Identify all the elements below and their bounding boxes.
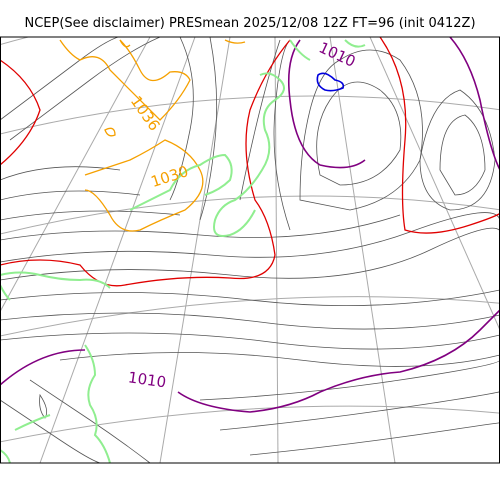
contour-label: 1030 [149, 162, 191, 191]
red-isobar-west [0, 59, 41, 166]
red-isobar [0, 39, 291, 287]
coastline [0, 39, 366, 463]
isobar-1010-south [0, 309, 500, 413]
graticule [0, 37, 500, 463]
isobar-1010-east [449, 37, 500, 171]
isobars [0, 37, 500, 463]
isobar-1010-north [287, 39, 366, 169]
high-pressure-contours [59, 39, 246, 232]
contour-label: 1010 [316, 38, 358, 70]
contour-label: 1036 [127, 93, 164, 135]
red-isobar-east [379, 37, 500, 234]
low-pressure-contour [316, 72, 345, 92]
contour-label: 1010 [127, 368, 167, 391]
map-title: NCEP(See disclaimer) PRESmean 2025/12/08… [24, 16, 476, 31]
